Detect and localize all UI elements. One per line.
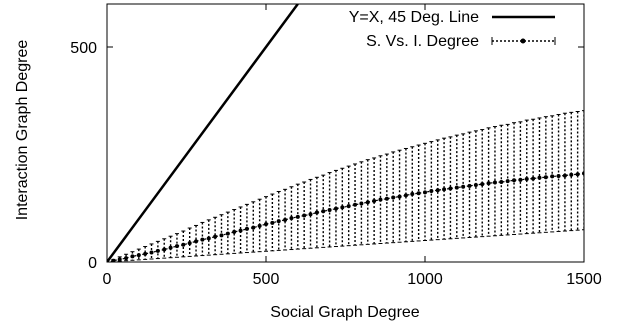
data-point [143, 251, 148, 256]
legend-label-line: Y=X, 45 Deg. Line [349, 9, 479, 26]
plot-series [107, 4, 584, 262]
data-point [162, 247, 167, 252]
data-point [467, 183, 472, 188]
data-point [372, 198, 377, 203]
data-point [238, 228, 243, 233]
legend-sample-degree [491, 37, 556, 45]
series-line-degree [107, 172, 584, 262]
data-point [149, 250, 154, 255]
legend-sample-degree-point [520, 38, 526, 44]
data-point [181, 242, 186, 247]
data-point [136, 253, 141, 258]
data-point [251, 225, 256, 230]
data-point [107, 260, 109, 262]
x-tick-label: 0 [103, 271, 112, 288]
x-tick-label: 500 [253, 271, 280, 288]
data-point [569, 172, 574, 177]
data-point [200, 237, 205, 242]
data-point [333, 206, 338, 211]
data-point [359, 201, 364, 206]
y-tick-label: 0 [88, 255, 97, 272]
plot-layer: 0 500 1000 1500 0 500 [70, 3, 602, 288]
data-point [582, 171, 584, 176]
data-point [314, 210, 319, 215]
data-point [327, 207, 332, 212]
data-point [448, 186, 453, 191]
data-point [512, 178, 517, 183]
data-point [575, 172, 580, 177]
data-point [518, 177, 523, 182]
x-axis-label: Social Graph Degree [270, 304, 420, 321]
data-point [264, 222, 268, 227]
y-axis-label: Interaction Graph Degree [14, 40, 31, 221]
data-point [391, 195, 396, 200]
data-point [346, 204, 351, 209]
data-point [480, 182, 485, 187]
data-point [117, 257, 122, 262]
plot-frame [106, 3, 585, 263]
data-point [168, 245, 173, 250]
data-point [289, 216, 294, 221]
data-point [187, 241, 192, 246]
data-point [410, 192, 415, 197]
data-point [429, 189, 434, 194]
data-point [225, 231, 230, 236]
data-point [461, 184, 466, 189]
data-point [340, 205, 345, 210]
data-point [524, 177, 529, 182]
data-point [403, 193, 408, 198]
data-point [206, 236, 211, 241]
data-point [283, 217, 288, 222]
data-point [353, 202, 358, 207]
data-point [492, 180, 497, 185]
data-point [194, 239, 199, 244]
data-point [365, 200, 370, 205]
data-point [543, 175, 548, 180]
data-point [276, 219, 281, 224]
data-point [244, 226, 249, 231]
data-point [111, 258, 116, 262]
y-tick-label: 500 [70, 40, 97, 57]
data-point [397, 194, 402, 199]
data-point [423, 190, 427, 195]
data-point [556, 174, 561, 178]
data-point [416, 191, 421, 196]
data-point [473, 183, 478, 188]
data-point [321, 209, 326, 214]
data-point [213, 234, 218, 239]
data-point [302, 213, 307, 218]
data-point [384, 196, 389, 201]
data-point [442, 187, 447, 192]
data-point [486, 181, 491, 186]
data-point [454, 185, 459, 190]
data-point [499, 180, 504, 185]
data-point [531, 176, 536, 181]
data-point [435, 188, 440, 193]
data-point [232, 229, 237, 234]
data-point [550, 174, 555, 179]
series-line-yx [107, 4, 299, 262]
data-point [130, 254, 135, 259]
legend: Y=X, 45 Deg. Line S. Vs. I. Degree [349, 9, 556, 50]
data-point [308, 212, 313, 217]
data-point [562, 173, 567, 178]
data-point [174, 244, 179, 249]
legend-label-degree: S. Vs. I. Degree [366, 33, 479, 50]
data-point [155, 248, 160, 253]
data-point [257, 223, 262, 228]
data-point [537, 175, 542, 180]
data-point [295, 214, 300, 219]
x-tick-label: 1500 [566, 271, 602, 288]
data-point [378, 197, 383, 202]
data-point [219, 233, 224, 238]
data-point [124, 256, 129, 261]
data-point [270, 220, 275, 225]
data-point [505, 179, 510, 184]
x-tick-label: 1000 [407, 271, 443, 288]
